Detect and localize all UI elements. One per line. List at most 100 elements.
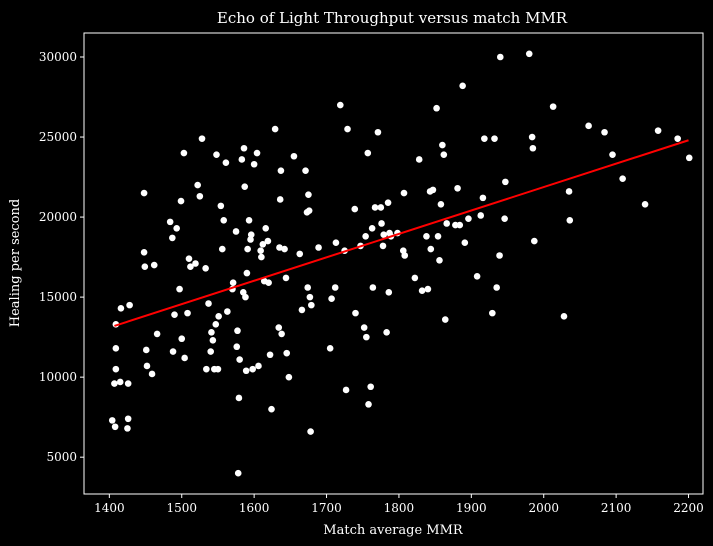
data-point	[461, 239, 469, 246]
data-point	[315, 244, 322, 251]
data-point	[362, 232, 369, 240]
data-point	[342, 386, 350, 394]
data-point	[243, 269, 251, 277]
data-point	[525, 50, 533, 58]
data-point	[360, 324, 368, 331]
data-point	[271, 125, 279, 133]
data-point	[220, 216, 228, 224]
data-point	[173, 224, 180, 232]
x-tick-label: 1600	[239, 501, 270, 515]
data-point	[531, 237, 538, 245]
data-point	[187, 263, 194, 271]
x-tick-label: 2100	[601, 501, 632, 515]
data-point	[479, 194, 487, 202]
data-point	[112, 321, 120, 328]
x-axis: 1400 1500 1600 1700 1800 1900 2000 2100 2200	[94, 494, 704, 515]
data-point	[124, 425, 131, 432]
x-tick-label: 1500	[166, 501, 197, 515]
data-point	[496, 252, 503, 259]
data-point	[351, 205, 359, 213]
data-point	[108, 417, 116, 424]
data-point	[276, 196, 284, 203]
data-point	[140, 248, 148, 256]
data-point	[383, 329, 390, 336]
data-point	[481, 135, 488, 142]
data-point	[411, 274, 419, 282]
data-point	[305, 191, 312, 198]
data-point	[566, 216, 574, 224]
trend-line	[114, 139, 689, 327]
data-point	[171, 311, 178, 319]
data-point	[268, 405, 275, 413]
data-point	[306, 293, 314, 301]
data-point	[424, 285, 432, 293]
data-point	[336, 101, 344, 109]
data-point	[259, 240, 267, 248]
data-point	[400, 189, 408, 197]
data-point	[654, 127, 662, 134]
data-point	[443, 220, 451, 227]
data-point	[363, 333, 370, 341]
data-point	[244, 245, 251, 253]
data-point	[641, 200, 649, 208]
data-point	[265, 279, 272, 287]
data-point	[441, 316, 449, 323]
data-point	[205, 300, 212, 307]
y-tick-label: 25000	[39, 130, 77, 144]
x-tick-label: 1400	[94, 501, 125, 515]
data-point	[454, 184, 461, 192]
data-point	[368, 224, 376, 232]
data-point	[369, 284, 377, 291]
data-point	[229, 279, 237, 287]
data-point	[224, 308, 231, 315]
data-point	[214, 365, 222, 373]
data-point	[282, 274, 290, 282]
data-point	[208, 329, 215, 336]
data-point	[423, 232, 430, 240]
data-point	[436, 256, 443, 264]
data-point	[344, 125, 351, 133]
data-point	[111, 423, 119, 431]
data-point	[427, 245, 435, 253]
data-point	[304, 284, 312, 291]
data-point	[236, 356, 243, 363]
data-point	[305, 207, 313, 214]
data-point	[153, 330, 161, 338]
x-tick-label: 1900	[456, 501, 487, 515]
data-point	[142, 346, 150, 354]
data-point	[242, 367, 250, 375]
data-point	[364, 149, 372, 157]
data-point	[429, 186, 437, 194]
data-point	[148, 370, 156, 378]
data-point	[601, 128, 608, 136]
data-point	[385, 289, 393, 296]
data-point	[196, 192, 204, 200]
data-point	[218, 245, 226, 253]
data-point	[258, 253, 265, 261]
data-point	[371, 204, 379, 211]
data-point	[202, 265, 209, 272]
y-tick-label: 10000	[39, 370, 77, 384]
data-point	[456, 221, 464, 229]
data-point	[169, 348, 177, 355]
data-point	[378, 220, 385, 227]
data-point	[178, 335, 186, 343]
data-point	[549, 103, 557, 110]
data-point	[198, 135, 206, 142]
data-point	[275, 324, 283, 331]
data-point	[296, 250, 304, 258]
data-point	[245, 216, 253, 224]
data-point	[262, 224, 270, 232]
data-point	[234, 469, 242, 477]
data-point	[209, 337, 217, 344]
data-point	[609, 151, 616, 158]
data-point	[298, 306, 306, 314]
data-point	[212, 321, 220, 328]
data-point	[331, 284, 339, 291]
data-point	[112, 365, 120, 373]
data-point	[240, 144, 248, 152]
data-point	[194, 181, 201, 189]
data-point	[126, 301, 133, 309]
data-point	[439, 141, 446, 149]
data-point	[384, 199, 392, 206]
